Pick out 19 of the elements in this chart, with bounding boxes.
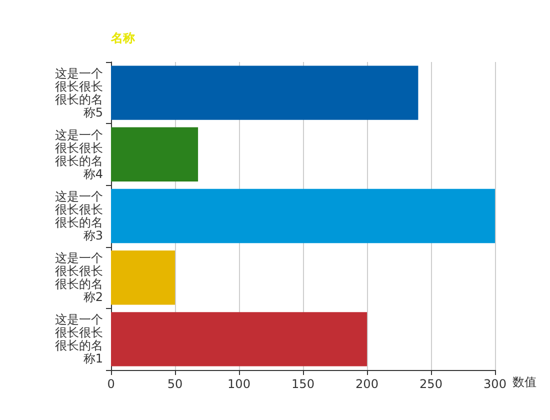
bar [111, 188, 495, 244]
x-tick-label: 50 [167, 377, 183, 391]
x-tick-label: 300 [484, 377, 506, 391]
x-axis-title: 数值 [512, 375, 536, 389]
y-tick-label: 这是一个很长很长很长的名称2 [55, 251, 103, 304]
x-tick-label: 100 [228, 377, 250, 391]
bar [111, 66, 418, 120]
y-tick-label: 这是一个很长很长很长的名称1 [55, 312, 103, 366]
y-tick-label: 这是一个很长很长很长的名称5 [55, 66, 103, 120]
x-tick-label: 250 [420, 377, 442, 391]
bar [111, 250, 175, 305]
bar [111, 312, 367, 366]
y-tick-label: 这是一个很长很长很长的名称3 [55, 190, 103, 242]
x-tick-label: 200 [356, 377, 378, 391]
y-axis-title: 名称 [110, 31, 136, 45]
y-tick-label: 这是一个很长很长很长的名称4 [55, 128, 103, 181]
bar [111, 127, 198, 182]
x-tick-label: 0 [107, 377, 115, 391]
x-tick-label: 150 [292, 377, 314, 391]
